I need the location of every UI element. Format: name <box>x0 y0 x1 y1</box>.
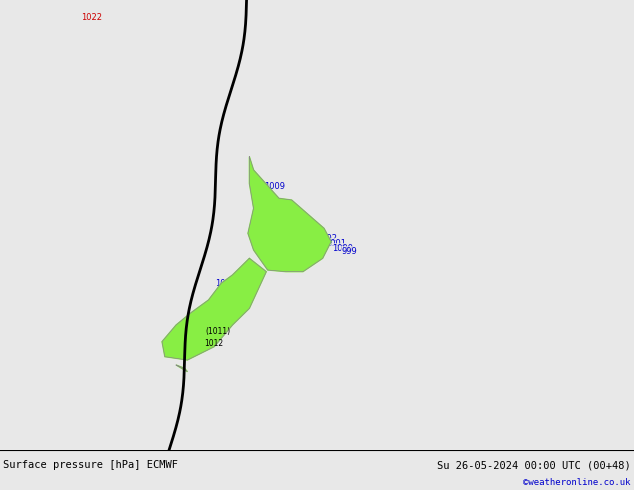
Text: Su 26-05-2024 00:00 UTC (00+48): Su 26-05-2024 00:00 UTC (00+48) <box>437 460 631 470</box>
Text: 999: 999 <box>342 247 358 256</box>
Text: 1000: 1000 <box>332 244 353 253</box>
Text: (1011): (1011) <box>206 327 231 336</box>
Polygon shape <box>162 258 266 360</box>
Text: 1006: 1006 <box>212 312 233 321</box>
Text: ©weatheronline.co.uk: ©weatheronline.co.uk <box>523 478 631 487</box>
Text: 1007: 1007 <box>212 299 233 308</box>
Polygon shape <box>176 365 188 372</box>
Text: 1005: 1005 <box>288 216 309 224</box>
Text: 1009: 1009 <box>264 182 285 191</box>
Text: 1022: 1022 <box>81 13 102 23</box>
Text: 1008: 1008 <box>215 279 236 288</box>
Text: 1002: 1002 <box>316 234 337 243</box>
Polygon shape <box>248 157 331 271</box>
Text: 1001: 1001 <box>325 239 346 248</box>
Text: Surface pressure [hPa] ECMWF: Surface pressure [hPa] ECMWF <box>3 460 178 470</box>
Text: 1004: 1004 <box>297 220 318 229</box>
Text: 1012: 1012 <box>205 339 224 348</box>
Text: 1003: 1003 <box>304 229 325 238</box>
